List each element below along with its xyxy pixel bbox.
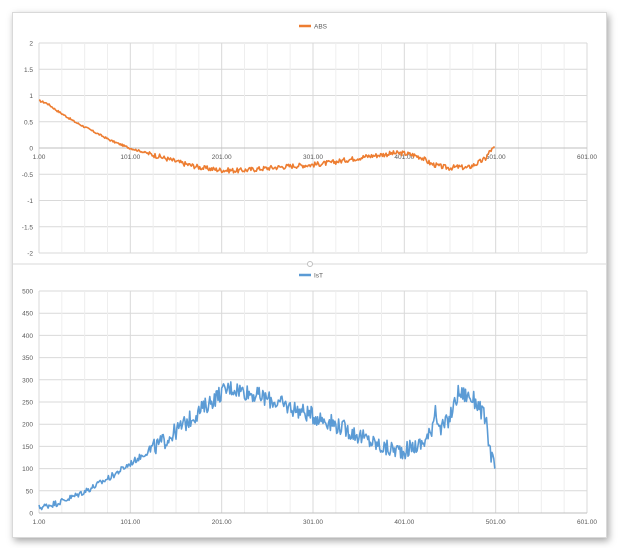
legend: IsT	[299, 273, 323, 280]
y-tick-label: 300	[22, 377, 33, 384]
x-tick-label: 601.00	[577, 519, 597, 526]
x-tick-label: 301.00	[303, 519, 323, 526]
y-tick-label: 100	[22, 466, 33, 473]
x-tick-label: 1.00	[33, 519, 46, 526]
chart-window: 2 1.5 1 0.5 0 -0.5 -1 -1.5 -2 1.00 101.00 201.00 301…	[12, 12, 607, 538]
x-tick-label: 601.00	[577, 154, 597, 161]
y-tick-label: -2	[27, 251, 33, 258]
legend-label: IsT	[314, 273, 323, 280]
y-tick-label: 1	[29, 93, 33, 100]
y-tick-label: 2	[29, 41, 33, 48]
y-tick-label: 450	[22, 311, 33, 318]
y-tick-label: 200	[22, 422, 33, 429]
y-tick-label: -0.5	[22, 172, 34, 179]
x-tick-label: 501.00	[486, 154, 506, 161]
chart-canvas: 2 1.5 1 0.5 0 -0.5 -1 -1.5 -2 1.00 101.00 201.00 301…	[13, 24, 606, 527]
y-tick-label: 1.5	[24, 67, 33, 74]
y-tick-label: 500	[22, 289, 33, 296]
y-tick-label: 400	[22, 333, 33, 340]
chart-resize-handle	[307, 261, 313, 267]
y-tick-label: 150	[22, 444, 33, 451]
x-tick-label: 201.00	[212, 154, 232, 161]
x-tick-label: 101.00	[120, 154, 140, 161]
y-tick-label: 50	[26, 488, 34, 495]
legend: ABS	[299, 24, 328, 31]
x-tick-label: 101.00	[120, 519, 140, 526]
y-tick-label: 250	[22, 400, 33, 407]
x-tick-label: 401.00	[394, 154, 414, 161]
x-tick-label: 501.00	[486, 519, 506, 526]
x-tick-label: 401.00	[394, 519, 414, 526]
x-tick-label: 201.00	[212, 519, 232, 526]
series-line-abs	[38, 99, 495, 174]
y-tick-label: -1	[27, 198, 33, 205]
x-tick-label: 1.00	[33, 154, 46, 161]
y-tick-label: 0.5	[24, 119, 33, 126]
chart-1: 2 1.5 1 0.5 0 -0.5 -1 -1.5 -2 1.00 101.00 201.00 301…	[22, 24, 598, 258]
x-tick-label: 301.00	[303, 154, 323, 161]
y-tick-label: 0	[29, 146, 33, 153]
legend-label: ABS	[314, 24, 328, 31]
series-line-ist	[38, 381, 496, 511]
y-tick-label: 350	[22, 355, 33, 362]
y-tick-label: 0	[29, 511, 33, 518]
y-tick-label: -1.5	[22, 224, 34, 231]
